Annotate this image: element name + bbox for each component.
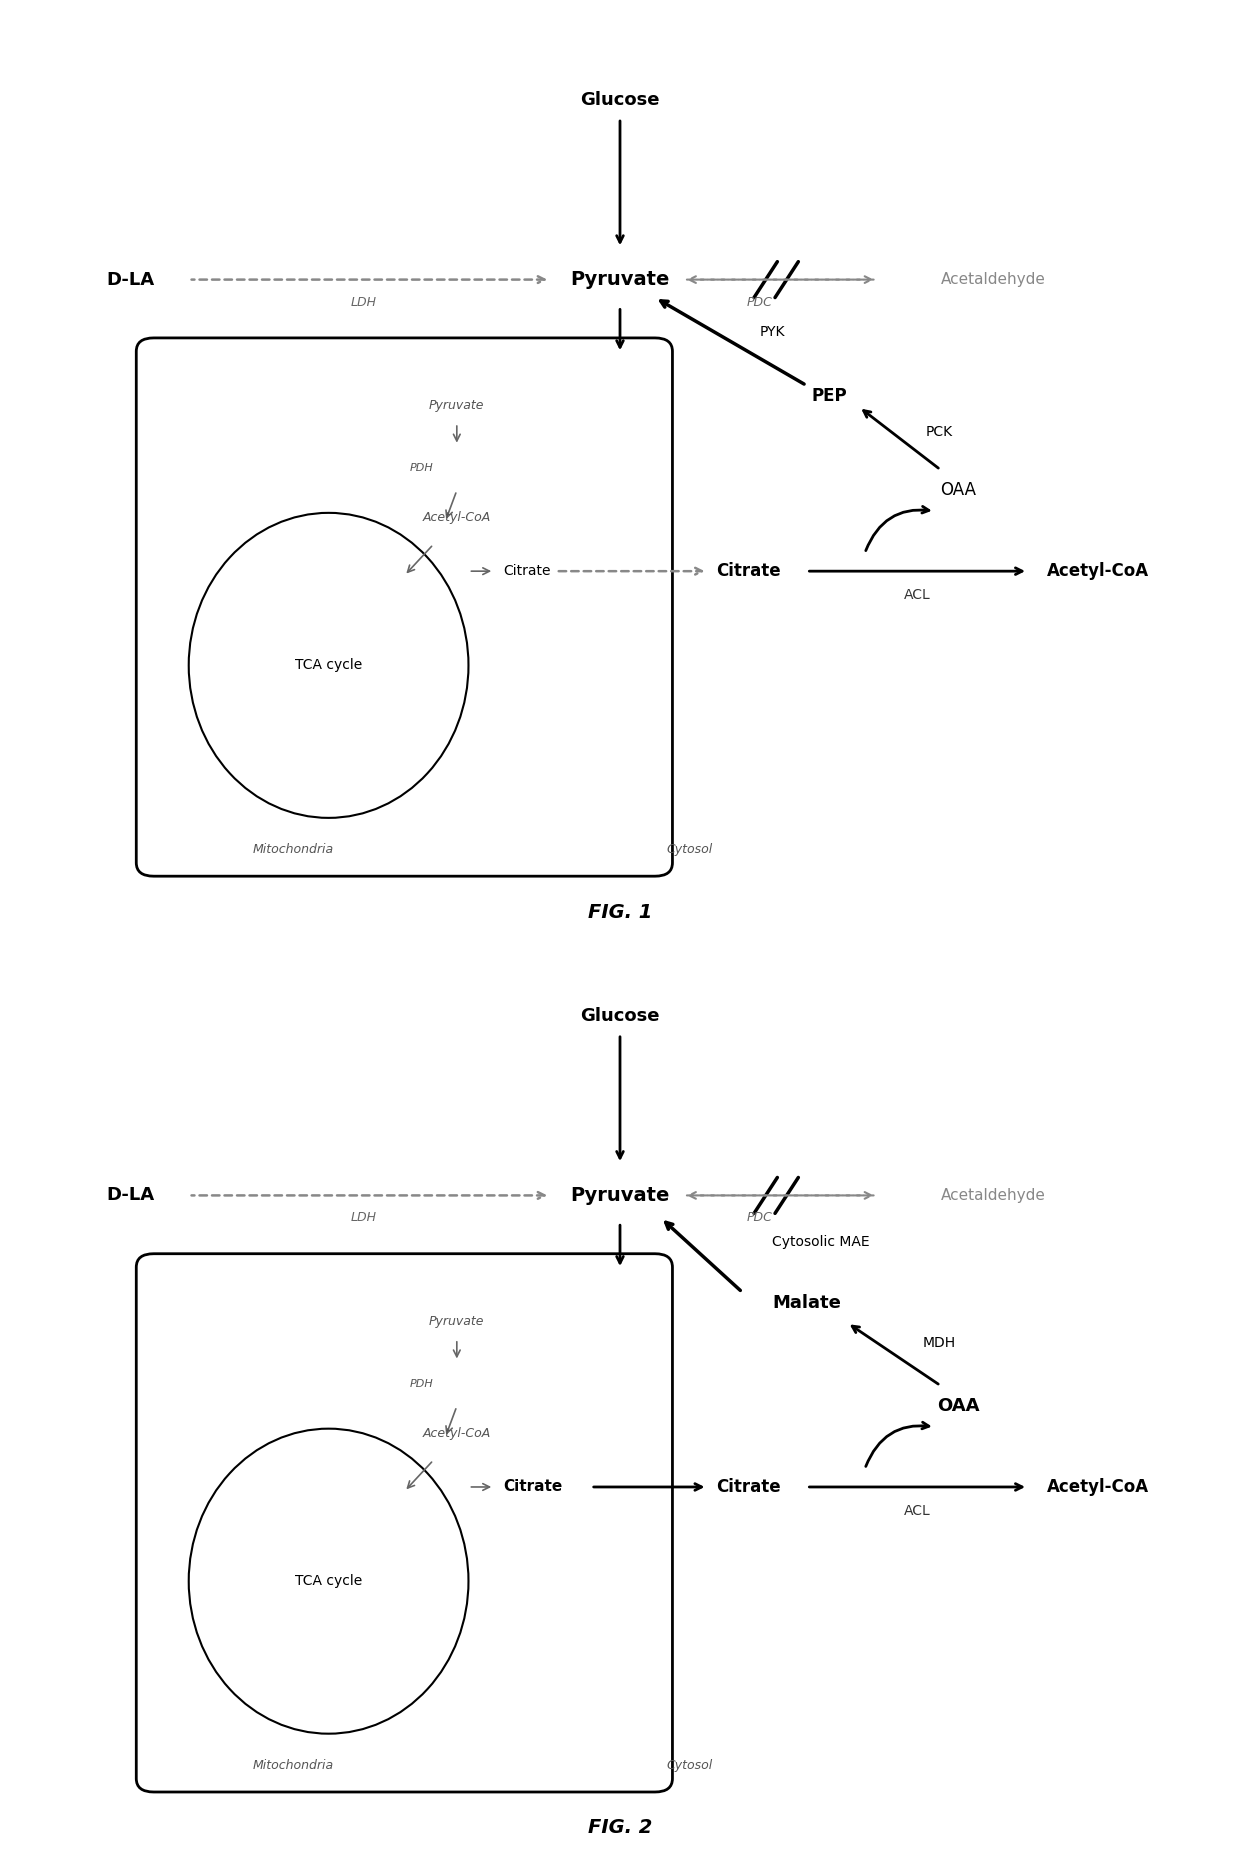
Text: PYK: PYK bbox=[760, 325, 785, 338]
Text: PDC: PDC bbox=[746, 1211, 773, 1224]
Text: PEP: PEP bbox=[812, 387, 848, 406]
Text: Pyruvate: Pyruvate bbox=[429, 1314, 485, 1327]
Text: PDH: PDH bbox=[410, 464, 434, 473]
Text: Pyruvate: Pyruvate bbox=[570, 1187, 670, 1206]
Text: Glucose: Glucose bbox=[580, 92, 660, 108]
Text: Mitochondria: Mitochondria bbox=[253, 843, 335, 856]
Text: Citrate: Citrate bbox=[715, 1478, 780, 1495]
Text: TCA cycle: TCA cycle bbox=[295, 1574, 362, 1589]
Text: FIG. 2: FIG. 2 bbox=[588, 1819, 652, 1837]
Text: FIG. 1: FIG. 1 bbox=[588, 903, 652, 921]
Text: PDH: PDH bbox=[410, 1379, 434, 1389]
Text: Pyruvate: Pyruvate bbox=[429, 398, 485, 411]
Text: Citrate: Citrate bbox=[715, 563, 780, 579]
Text: PCK: PCK bbox=[925, 424, 952, 439]
Text: LDH: LDH bbox=[351, 295, 377, 308]
Text: Cytosol: Cytosol bbox=[667, 843, 713, 856]
Ellipse shape bbox=[188, 512, 469, 819]
Text: Malate: Malate bbox=[773, 1293, 841, 1312]
Text: OAA: OAA bbox=[940, 482, 976, 499]
Text: OAA: OAA bbox=[936, 1398, 980, 1415]
Text: Cytosol: Cytosol bbox=[667, 1759, 713, 1772]
Text: D-LA: D-LA bbox=[107, 271, 155, 288]
Text: D-LA: D-LA bbox=[107, 1187, 155, 1204]
FancyBboxPatch shape bbox=[136, 338, 672, 877]
Text: Acetyl-CoA: Acetyl-CoA bbox=[423, 510, 491, 523]
Text: MDH: MDH bbox=[923, 1336, 956, 1351]
Text: ACL: ACL bbox=[904, 1505, 930, 1518]
Text: Acetyl-CoA: Acetyl-CoA bbox=[1047, 563, 1149, 579]
Text: Acetyl-CoA: Acetyl-CoA bbox=[1047, 1478, 1149, 1495]
Text: Pyruvate: Pyruvate bbox=[570, 271, 670, 290]
Text: Cytosolic MAE: Cytosolic MAE bbox=[771, 1235, 869, 1248]
Text: ACL: ACL bbox=[904, 589, 930, 602]
Text: Mitochondria: Mitochondria bbox=[253, 1759, 335, 1772]
Text: Acetaldehyde: Acetaldehyde bbox=[941, 273, 1045, 288]
FancyBboxPatch shape bbox=[136, 1254, 672, 1792]
Text: Acetyl-CoA: Acetyl-CoA bbox=[423, 1426, 491, 1439]
Text: Citrate: Citrate bbox=[503, 1480, 563, 1495]
Text: Glucose: Glucose bbox=[580, 1007, 660, 1024]
Text: Acetaldehyde: Acetaldehyde bbox=[941, 1189, 1045, 1204]
Text: PDC: PDC bbox=[746, 295, 773, 308]
Text: LDH: LDH bbox=[351, 1211, 377, 1224]
Text: Citrate: Citrate bbox=[503, 564, 551, 578]
Text: TCA cycle: TCA cycle bbox=[295, 658, 362, 673]
Ellipse shape bbox=[188, 1428, 469, 1734]
